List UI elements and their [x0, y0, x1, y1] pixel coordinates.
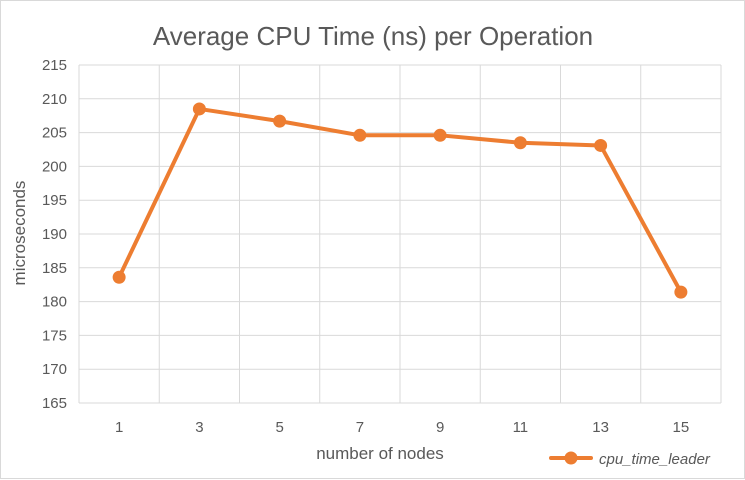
y-tick-label: 170 — [42, 361, 67, 378]
x-tick-label: 3 — [195, 419, 203, 436]
grid-layer — [78, 64, 722, 404]
y-axis-label: microseconds — [10, 181, 29, 286]
x-axis-label: number of nodes — [316, 444, 444, 463]
legend-marker-cpu-time-leader — [564, 451, 578, 465]
y-tick-label: 210 — [42, 91, 67, 108]
y-tick-label: 165 — [42, 395, 67, 412]
series-layer — [112, 102, 688, 299]
data-point-9 — [433, 128, 447, 142]
legend-label-cpu-time-leader: cpu_time_leader — [599, 451, 711, 468]
x-tick-label: 7 — [356, 419, 364, 436]
data-point-1 — [112, 270, 126, 284]
series-line-cpu-time-leader — [117, 106, 683, 295]
data-point-7 — [353, 128, 367, 142]
y-tick-label: 205 — [42, 125, 67, 142]
y-tick-label: 215 — [42, 57, 67, 74]
y-tick-label: 190 — [42, 226, 67, 243]
x-tick-label: 5 — [275, 419, 283, 436]
data-point-15 — [674, 285, 688, 299]
data-point-13 — [594, 138, 608, 152]
x-tick-label: 13 — [592, 419, 609, 436]
x-tick-label: 15 — [673, 419, 690, 436]
data-point-11 — [513, 136, 527, 150]
y-tick-label: 185 — [42, 260, 67, 277]
y-tick-label: 195 — [42, 192, 67, 209]
x-tick-label: 1 — [115, 419, 123, 436]
y-tick-labels: 165 170 175 180 185 190 195 200 205 210 215 — [42, 57, 67, 412]
chart-title: Average CPU Time (ns) per Operation — [153, 21, 593, 51]
data-point-5 — [273, 114, 287, 128]
y-tick-label: 175 — [42, 327, 67, 344]
x-tick-labels: 1 3 5 7 9 11 13 15 — [115, 419, 689, 436]
data-point-3 — [192, 102, 206, 116]
x-tick-label: 9 — [436, 419, 444, 436]
x-tick-label: 11 — [513, 419, 529, 436]
y-tick-label: 180 — [42, 294, 67, 311]
legend: cpu_time_leader — [549, 451, 711, 468]
y-tick-label: 200 — [42, 158, 67, 175]
